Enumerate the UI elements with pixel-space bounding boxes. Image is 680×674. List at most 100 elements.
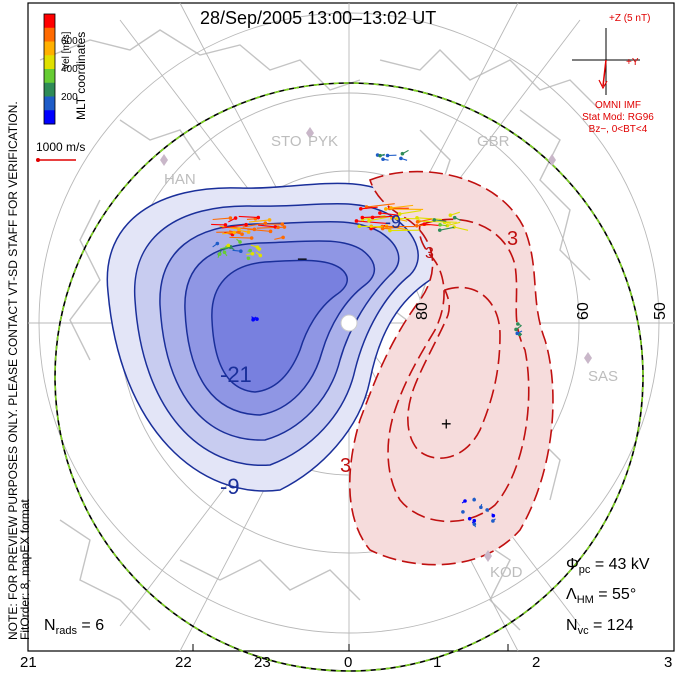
velocity-vector <box>366 203 395 208</box>
coords-label: MLT coordinates <box>74 31 88 120</box>
velocity-vector-origin <box>452 215 457 220</box>
colorbar-tick-400: 400 <box>61 64 78 75</box>
velocity-vector-origin <box>251 317 255 322</box>
mlt-label-1: 1 <box>433 654 442 671</box>
velocity-vector-origin <box>217 252 222 256</box>
velocity-vector <box>229 236 252 239</box>
radar-marker-kod <box>484 550 492 562</box>
velocity-vector-origin <box>452 225 456 229</box>
velocity-vector-origin <box>267 218 272 222</box>
velocity-vector-origin <box>491 513 496 518</box>
velocity-vector-origin <box>215 241 220 246</box>
velocity-vector <box>258 224 276 228</box>
velocity-vector-origin <box>258 253 263 258</box>
radar-marker-sto <box>306 127 314 139</box>
radar-sites <box>160 127 592 562</box>
velocity-vector <box>419 220 457 223</box>
stat-n-rads: Nrads = 6 <box>44 617 105 638</box>
colorbar-swatch <box>44 110 55 125</box>
velocity-vector-origin <box>491 519 495 523</box>
mlt-label-3: 3 <box>664 654 673 671</box>
stat-n-vc: Nvc = 124 <box>566 617 634 638</box>
velocity-vector-origin <box>467 516 472 521</box>
velocity-vector <box>416 217 442 220</box>
min-marker: − <box>297 249 308 269</box>
colorbar-swatch <box>44 82 55 97</box>
imf-line-1: OMNI IMF <box>594 100 642 111</box>
velocity-vector-origin <box>415 216 419 220</box>
colorbar-swatch <box>44 27 55 42</box>
velocity-vector <box>453 226 469 231</box>
velocity-vector-origin <box>515 331 520 336</box>
radar-marker-sas <box>584 352 592 364</box>
velocity-vector-origin <box>472 522 477 526</box>
stat-lambda-hm-value: 55° <box>612 586 637 603</box>
imf-y-label: +Y <box>626 57 639 68</box>
velocity-vector-origin <box>246 230 251 234</box>
velocity-vector-origin <box>280 222 285 226</box>
velocity-vector <box>247 228 271 232</box>
velocity-vector-origin <box>250 251 255 256</box>
velocity-vector-origin <box>514 327 518 332</box>
velocity-vector-origin <box>226 243 231 248</box>
stat-phi-pc-value: 43 kV <box>608 556 650 573</box>
velocity-vector-origin <box>255 317 259 321</box>
velocity-vector-origin <box>432 218 437 222</box>
velocity-vector <box>219 225 240 230</box>
velocity-vector <box>222 232 235 235</box>
scale-vector-label: 1000 m/s <box>36 140 86 154</box>
velocity-vector <box>212 217 231 221</box>
mlt-label-2: 2 <box>532 654 541 671</box>
velocity-vector-origin <box>233 216 238 220</box>
mlt-label-21: 21 <box>20 654 37 671</box>
velocity-vector-origin <box>223 223 228 227</box>
velocity-vector-origin <box>415 219 420 224</box>
velocity-vector-origin <box>246 256 251 261</box>
radar-marker-han <box>160 154 168 166</box>
mlt-label-23: 23 <box>254 654 271 671</box>
velocity-vector <box>238 215 259 219</box>
velocity-vector-origin <box>240 232 244 236</box>
contour-label-3-right: 3 <box>507 228 519 250</box>
velocity-vector <box>356 220 391 225</box>
velocity-vector <box>248 219 270 223</box>
velocity-vector-origin <box>381 157 385 162</box>
contour-label-min21: -21 <box>220 362 252 387</box>
velocity-colorbar <box>43 13 56 125</box>
velocity-vector-origin <box>380 226 385 231</box>
velocity-vector <box>390 204 414 209</box>
fit-note: FitOrder: 8, mapEX format <box>18 499 32 640</box>
dusk-cell <box>106 182 437 492</box>
lat-label-50: 50 <box>652 302 669 320</box>
velocity-vector-origin <box>384 207 388 211</box>
colorbar-swatch <box>44 69 55 84</box>
velocity-vector-origin <box>472 497 476 502</box>
imf-line-3: Bz−, 0<BT<4 <box>588 124 648 135</box>
velocity-vector-origin <box>232 230 237 235</box>
velocity-vector <box>362 216 381 219</box>
mlt-label-0: 0 <box>344 654 353 671</box>
colorbar-tick-600: 600 <box>61 36 78 47</box>
colorbar-swatch <box>44 55 55 70</box>
pole-marker <box>340 314 358 332</box>
velocity-vector-origin <box>281 235 285 240</box>
mlt-label-22: 22 <box>175 654 192 671</box>
velocity-vector-origin <box>248 248 252 253</box>
velocity-vector-origin <box>228 216 233 220</box>
imf-z-label: +Z (5 nT) <box>609 13 651 24</box>
velocity-vector-origin <box>461 510 465 514</box>
velocity-vector-origin <box>472 518 477 523</box>
velocity-vector-origin <box>378 153 382 158</box>
velocity-vector-origin <box>389 206 393 210</box>
stat-n-rads-value: 6 <box>95 617 105 634</box>
velocity-vector-origin <box>256 215 261 220</box>
velocity-vector-origin <box>244 222 248 227</box>
contour-label-min9-upper: -9 <box>385 212 402 232</box>
velocity-vector <box>237 229 249 233</box>
velocity-vector-origin <box>239 249 243 254</box>
lat-label-80: 80 <box>414 302 431 320</box>
velocity-vector-origin <box>357 224 362 229</box>
colorbar-tick-200: 200 <box>61 92 78 103</box>
max-marker: + <box>441 414 452 434</box>
